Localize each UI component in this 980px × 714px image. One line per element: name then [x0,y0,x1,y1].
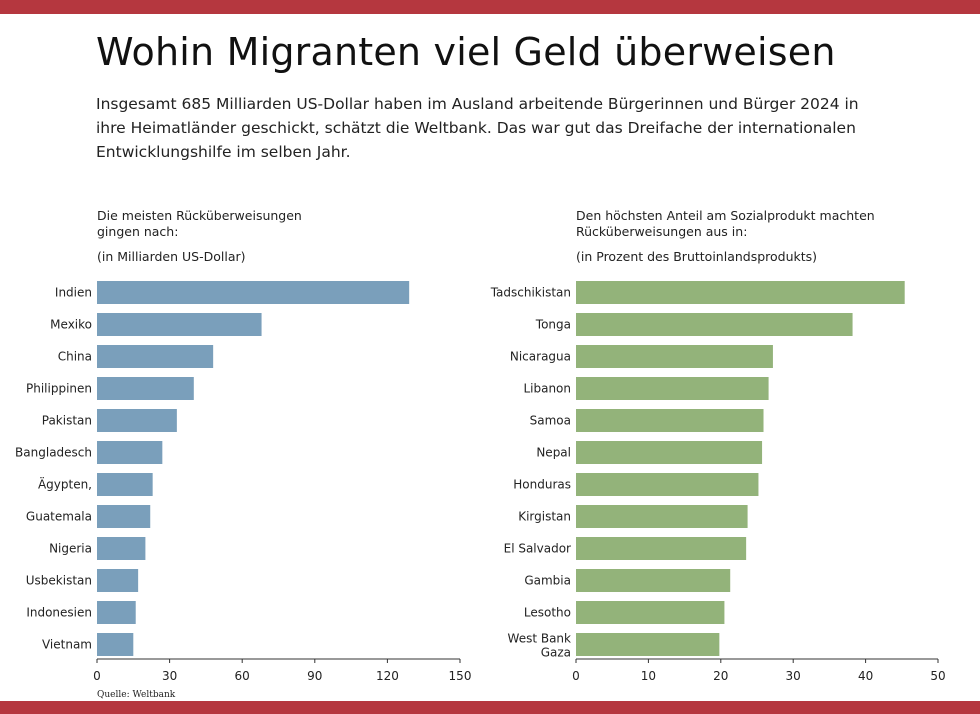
page-title: Wohin Migranten viel Geld überweisen [96,30,836,74]
right-x-tick-label: 10 [641,669,656,683]
left-bar [97,473,153,496]
right-category-label: El Salvador [504,542,571,556]
bottom-accent-band [0,701,980,714]
right-chart-heading: Den höchsten Anteil am Sozialprodukt mac… [576,208,875,240]
right-category-label: Lesotho [524,606,571,620]
right-bar [576,537,747,560]
right-chart-heading-line2: Rücküberweisungen aus in: [576,224,748,239]
left-x-tick-label: 90 [307,669,322,683]
right-bar [576,441,763,464]
right-bar [576,601,725,624]
left-category-label: China [58,350,92,364]
left-bar [97,441,163,464]
left-category-label: Nigeria [49,542,92,556]
left-category-label: Philippinen [26,382,92,396]
left-category-label: Bangladesch [15,446,92,460]
right-category-label: Gambia [524,574,571,588]
left-bar [97,377,194,400]
left-category-label: Vietnam [42,638,92,652]
left-bar [97,281,410,304]
right-chart-heading-line1: Den höchsten Anteil am Sozialprodukt mac… [576,208,875,223]
left-bar [97,313,262,336]
right-category-label: Samoa [530,414,571,428]
left-x-tick-label: 0 [93,669,101,683]
right-bar [576,569,731,592]
right-bar [576,633,720,656]
source-note: Quelle: Weltbank [97,690,176,700]
right-category-label: Libanon [523,382,571,396]
left-bar [97,569,139,592]
right-category-label: Kirgistan [518,510,571,524]
right-bar [576,345,773,368]
right-x-tick-label: 0 [572,669,580,683]
right-x-tick-label: 50 [930,669,945,683]
left-category-label: Indonesien [26,606,92,620]
left-bar [97,633,134,656]
right-bar [576,409,764,432]
left-chart-heading-line1: Die meisten Rücküberweisungen [97,208,302,223]
right-category-label: Honduras [513,478,571,492]
right-bar [576,505,748,528]
left-bar [97,409,177,432]
left-bar [97,537,146,560]
left-x-tick-label: 150 [449,669,472,683]
right-category-label: West Bank Gaza [508,632,572,660]
left-category-label: Indien [55,286,92,300]
right-category-label: Nicaragua [510,350,571,364]
right-category-label: Nepal [536,446,571,460]
left-bar [97,505,151,528]
left-x-tick-label: 30 [162,669,177,683]
left-category-label: Usbekistan [26,574,92,588]
right-x-tick-label: 20 [713,669,728,683]
intro-text: Insgesamt 685 Milliarden US-Dollar haben… [96,95,859,161]
right-x-tick-label: 30 [786,669,801,683]
left-x-tick-label: 60 [235,669,250,683]
left-chart-heading-line2: gingen nach: [97,224,179,239]
right-category-label: Tonga [535,318,571,332]
left-bar [97,345,214,368]
left-chart-heading: Die meisten Rücküberweisungen gingen nac… [97,208,302,240]
left-chart-unit: (in Milliarden US-Dollar) [97,249,246,264]
left-category-label: Guatemala [26,510,92,524]
left-category-label: Pakistan [42,414,92,428]
left-bar [97,601,136,624]
right-chart-unit: (in Prozent des Bruttoinlandsprodukts) [576,249,818,264]
right-bar [576,313,853,336]
left-category-label: Mexiko [50,318,92,332]
right-bar [576,281,905,304]
right-category-label: Tadschikistan [490,286,571,300]
right-x-tick-label: 40 [858,669,873,683]
right-bar [576,473,759,496]
top-accent-band [0,0,980,14]
left-category-label: Ägypten, [38,477,92,492]
left-x-tick-label: 120 [376,669,399,683]
right-bar [576,377,769,400]
